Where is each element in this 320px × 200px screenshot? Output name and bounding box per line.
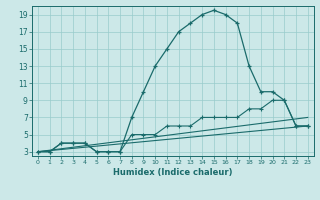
X-axis label: Humidex (Indice chaleur): Humidex (Indice chaleur) (113, 168, 233, 177)
